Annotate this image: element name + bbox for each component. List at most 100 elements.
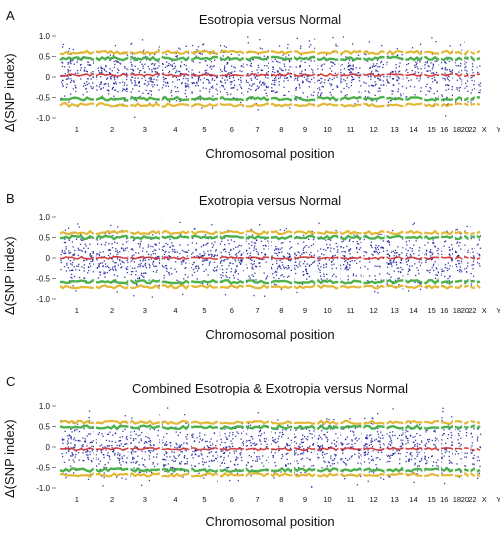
snp-point — [479, 235, 481, 237]
snp-point — [98, 266, 100, 268]
snp-point — [122, 445, 125, 447]
snp-point — [134, 56, 136, 59]
snp-point — [234, 259, 236, 261]
snp-point — [386, 262, 388, 264]
snp-point — [134, 85, 136, 87]
snp-point — [259, 265, 261, 268]
snp-point — [413, 481, 415, 483]
snp-point — [226, 79, 228, 81]
snp-point — [414, 445, 416, 447]
snp-point — [74, 72, 77, 74]
snp-point — [152, 81, 154, 83]
snp-point — [255, 444, 257, 446]
snp-point — [235, 456, 238, 458]
snp-point — [213, 79, 216, 81]
snp-point — [73, 266, 75, 268]
snp-point — [308, 275, 311, 278]
snp-point — [370, 455, 373, 457]
snp-point — [427, 270, 429, 272]
snp-point — [101, 70, 103, 72]
snp-point — [331, 442, 333, 444]
snp-point — [260, 84, 262, 86]
snp-point — [139, 95, 141, 97]
snp-point — [388, 475, 390, 478]
snp-point — [302, 453, 304, 455]
snp-point — [310, 44, 312, 46]
snp-point — [203, 446, 205, 448]
snp-point — [216, 83, 218, 85]
snp-point — [187, 80, 189, 82]
snp-point — [287, 444, 289, 446]
snp-point — [228, 76, 231, 78]
snp-point — [107, 433, 109, 435]
snp-point — [192, 252, 194, 254]
snp-point — [247, 91, 249, 93]
snp-point — [144, 265, 147, 267]
snp-point — [425, 252, 427, 254]
snp-point — [210, 250, 212, 252]
x-tick-label: 5 — [202, 495, 206, 504]
snp-point — [277, 70, 279, 72]
snp-point — [405, 70, 407, 72]
snp-point — [451, 71, 453, 73]
snp-point — [84, 250, 86, 252]
snp-point — [354, 438, 356, 440]
snp-point — [175, 442, 177, 444]
snp-point — [265, 459, 268, 462]
snp-point — [225, 46, 227, 48]
snp-point — [278, 74, 280, 77]
snp-point — [350, 67, 352, 70]
snp-point — [225, 449, 227, 452]
snp-point — [427, 65, 429, 67]
snp-point — [443, 245, 445, 247]
snp-point — [89, 64, 91, 66]
snp-point — [133, 451, 135, 453]
snp-point — [359, 67, 361, 69]
snp-point — [432, 241, 434, 244]
snp-point — [66, 78, 68, 80]
snp-point — [270, 443, 272, 445]
snp-point — [208, 80, 210, 82]
snp-point — [237, 278, 239, 280]
snp-point — [428, 438, 431, 440]
snp-point — [390, 438, 392, 440]
snp-point — [186, 251, 188, 253]
snp-point — [374, 439, 376, 441]
snp-point — [162, 84, 165, 86]
chart-title: Esotropia versus Normal — [198, 12, 342, 27]
snp-point — [162, 76, 164, 78]
x-tick-label: 9 — [303, 306, 307, 315]
snp-point — [250, 62, 252, 65]
snp-point — [434, 439, 437, 442]
snp-point — [386, 283, 388, 285]
snp-point — [380, 451, 383, 453]
snp-point — [358, 77, 360, 79]
snp-point — [478, 263, 480, 265]
x-tick-label: 4 — [173, 125, 177, 134]
snp-point — [354, 103, 356, 105]
snp-point — [441, 457, 443, 460]
snp-point — [320, 95, 322, 97]
snp-point — [274, 271, 276, 274]
snp-point — [175, 261, 177, 263]
snp-point — [212, 455, 214, 457]
snp-point — [151, 296, 153, 298]
snp-point — [250, 263, 252, 265]
snp-point — [274, 92, 276, 94]
snp-point — [224, 67, 226, 69]
snp-point — [359, 449, 361, 451]
snp-point — [164, 470, 166, 473]
snp-point — [377, 292, 379, 294]
snp-point — [199, 95, 202, 97]
snp-point — [287, 276, 289, 278]
snp-point — [321, 68, 323, 71]
snp-point — [396, 267, 398, 269]
snp-point — [386, 61, 388, 63]
snp-point — [229, 81, 232, 83]
snp-point — [111, 447, 113, 449]
x-tick-label: 4 — [173, 306, 177, 315]
snp-point — [101, 256, 103, 258]
snp-point — [320, 65, 322, 67]
snp-point — [278, 252, 281, 254]
snp-point — [139, 244, 141, 246]
